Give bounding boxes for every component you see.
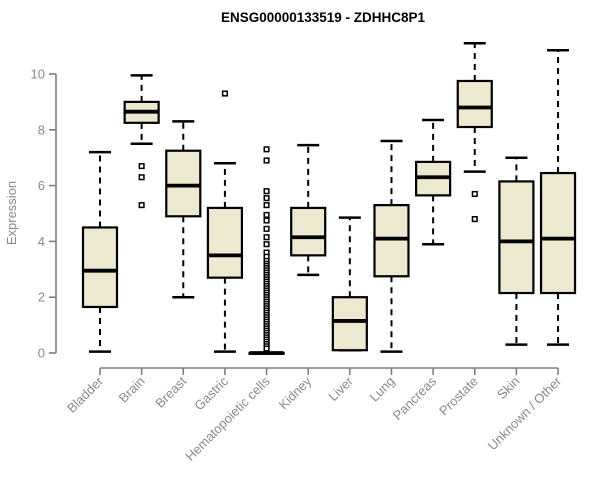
y-tick-label: 10 [31,67,45,82]
box [81,226,119,309]
boxplot-kidney [290,143,327,277]
x-tick-label-pancreas: Pancreas [390,373,440,423]
boxplot-prostate [456,42,493,223]
outlier-point [138,174,145,181]
boxplot-brain [123,74,160,209]
outlier-point [221,90,228,97]
outlier-point [471,190,478,198]
box [331,296,368,352]
outlier-point [471,216,478,223]
boxplot-breast [165,120,202,299]
x-tick-label-gastric: Gastric [191,373,231,413]
box [456,79,493,129]
outlier-point [263,188,270,195]
boxplot-unknown-other [539,49,577,346]
box [498,180,535,295]
outlier-point [263,146,270,153]
boxplot-bladder [81,150,119,353]
outlier-point [263,225,270,232]
x-tick-label-brain: Brain [116,374,148,406]
box-plots [81,42,577,355]
outlier-point [263,234,270,241]
y-tick-label: 4 [38,234,45,249]
x-tick-label-liver: Liver [325,373,356,404]
outlier-point [263,195,270,202]
box [373,204,410,278]
outlier-point [263,217,270,224]
box [290,206,327,257]
chart-title: ENSG00000133519 - ZDHHC8P1 [221,10,426,25]
boxplot-gastric [206,90,244,353]
y-tick-label: 2 [38,290,45,305]
y-axis-label: Expression [4,181,19,245]
boxplot-skin [498,156,535,346]
y-tick-label: 0 [38,346,45,361]
boxplot-liver [331,216,368,352]
outlier-point [138,202,145,209]
x-tick-label-breast: Breast [152,373,189,410]
boxplot-lung [373,139,410,353]
x-tick-label-kidney: Kidney [276,373,315,412]
x-tick-label-bladder: Bladder [64,373,107,416]
outlier-point [138,163,145,170]
x-tick-label-unknown-other: Unknown / Other [485,373,565,453]
outlier-point [263,202,270,209]
outlier-point [263,345,270,352]
box [206,206,244,279]
outlier-point [263,241,270,248]
box [165,149,202,218]
y-tick-label: 8 [38,122,45,137]
outlier-point [263,157,270,164]
x-tick-label-lung: Lung [367,374,398,405]
box [539,171,577,295]
outlier-point [263,211,270,218]
y-tick-label: 6 [38,178,45,193]
x-tick-label-prostate: Prostate [436,374,481,419]
x-tick-label-skin: Skin [494,374,522,402]
boxplot-pancreas [415,118,452,246]
boxplot-hematopoietic-cells [248,146,285,355]
